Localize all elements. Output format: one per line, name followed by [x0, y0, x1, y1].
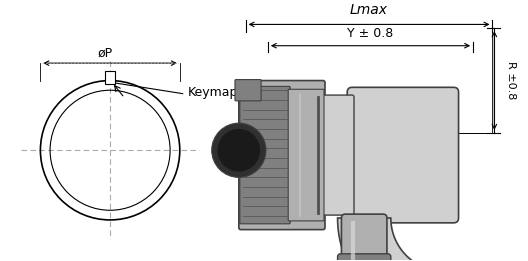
FancyBboxPatch shape	[337, 254, 391, 261]
Circle shape	[212, 123, 266, 177]
Text: Keymapping: Keymapping	[187, 86, 265, 99]
FancyBboxPatch shape	[321, 95, 354, 215]
Bar	[105, 71, 115, 84]
Text: Y ± 0.8: Y ± 0.8	[347, 27, 393, 40]
FancyBboxPatch shape	[235, 80, 261, 101]
FancyBboxPatch shape	[240, 86, 290, 224]
Text: Lmax: Lmax	[350, 3, 388, 17]
Text: øP: øP	[98, 46, 113, 59]
FancyBboxPatch shape	[239, 81, 325, 230]
Polygon shape	[337, 218, 444, 261]
Text: V: V	[348, 244, 356, 257]
Text: A: A	[223, 126, 231, 139]
FancyBboxPatch shape	[347, 87, 458, 223]
FancyBboxPatch shape	[342, 214, 387, 261]
Text: R ±0.8: R ±0.8	[506, 61, 516, 100]
Circle shape	[218, 129, 260, 171]
FancyBboxPatch shape	[288, 89, 324, 221]
